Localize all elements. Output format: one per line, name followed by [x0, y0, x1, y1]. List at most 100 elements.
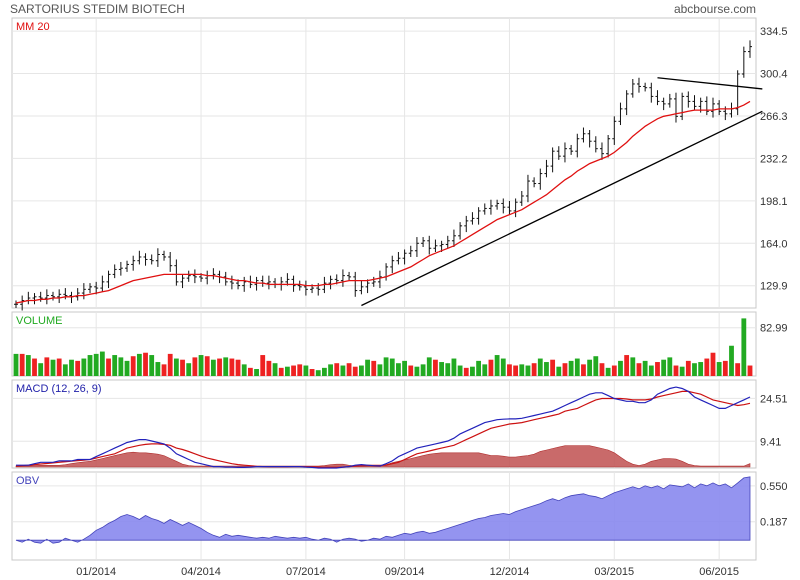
volume-bar [291, 365, 296, 376]
ohlc-bar [168, 251, 173, 272]
volume-bar [223, 357, 229, 376]
volume-bar [593, 356, 599, 376]
volume-bar [537, 358, 543, 376]
price-y-tick-label: 129.9 [760, 281, 788, 293]
volume-bar [278, 367, 284, 376]
volume-bar [328, 364, 333, 376]
volume-bar [62, 364, 68, 376]
volume-bar [112, 355, 118, 376]
volume-bar [488, 359, 494, 376]
ohlc-bar [421, 237, 426, 248]
volume-bar [106, 358, 111, 376]
obv-y-tick-label: 0.550 [760, 481, 788, 493]
ohlc-bar [106, 270, 111, 289]
volume-bar [556, 366, 562, 376]
ohlc-bar [538, 168, 543, 190]
ohlc-bar [748, 40, 752, 58]
volume-bar [630, 357, 636, 376]
obv-area [15, 476, 751, 544]
ohlc-bar [162, 250, 167, 261]
volume-bar [383, 357, 389, 376]
volume-bar [315, 370, 321, 376]
ohlc-bar [192, 269, 197, 284]
volume-bar [192, 357, 198, 376]
ma20-line [15, 100, 751, 304]
volume-bar [309, 369, 315, 376]
ohlc-bar [75, 288, 80, 301]
ohlc-bar [451, 229, 456, 248]
volume-bar [611, 365, 617, 376]
x-tick-label: 12/2014 [490, 566, 530, 578]
ohlc-bar [519, 191, 524, 206]
volume-bar [636, 363, 642, 376]
volume-bar [44, 357, 50, 376]
volume-bar [414, 366, 420, 376]
ohlc-bar [704, 96, 709, 116]
volume-bar [173, 358, 179, 376]
ohlc-bar [94, 281, 99, 295]
ohlc-bar [686, 91, 691, 108]
volume-bar [494, 355, 500, 376]
volume-bar [13, 353, 19, 376]
volume-bar [525, 365, 531, 376]
volume-bar [408, 365, 414, 376]
ohlc-bar [20, 295, 25, 311]
volume-bar [476, 360, 482, 376]
ohlc-bar [100, 275, 105, 292]
volume-label: VOLUME [16, 315, 62, 327]
volume-bar [692, 363, 697, 376]
ohlc-bar [291, 275, 296, 292]
obv-y-tick-label: 0.187 [760, 517, 788, 529]
ohlc-bar [427, 235, 432, 255]
volume-bar [186, 363, 192, 376]
volume-bar [433, 359, 438, 376]
volume-bar [346, 363, 352, 376]
ohlc-bar [495, 199, 500, 210]
volume-bar [266, 360, 272, 376]
ohlc-bar [433, 239, 438, 252]
ohlc-bar [125, 260, 130, 272]
ohlc-bar [390, 255, 395, 274]
ohlc-bar [599, 142, 604, 160]
volume-bar [722, 360, 728, 376]
volume-bar [679, 366, 685, 376]
price-y-tick-label: 266.3 [760, 111, 788, 123]
volume-bar [402, 360, 407, 376]
x-tick-label: 09/2014 [385, 566, 425, 578]
ohlc-bar [359, 280, 364, 295]
volume-bar [352, 366, 358, 376]
ohlc-bar [717, 100, 722, 116]
volume-bar [574, 358, 580, 376]
ohlc-bar [328, 275, 333, 290]
volume-bar [93, 353, 99, 376]
ohlc-bar [131, 255, 136, 271]
ohlc-bar [661, 97, 666, 111]
volume-bar [25, 355, 31, 376]
ohlc-bar [476, 207, 481, 225]
price-y-tick-label: 334.5 [760, 26, 788, 38]
volume-bar [389, 358, 395, 376]
chart-title: SARTORIUS STEDIM BIOTECH [10, 2, 185, 16]
volume-bar [303, 365, 309, 376]
ohlc-bar [667, 93, 672, 108]
volume-bar [81, 358, 87, 376]
ohlc-bar [14, 300, 18, 308]
ohlc-bar [118, 261, 123, 276]
volume-bar [482, 364, 488, 376]
volume-bar [716, 362, 722, 376]
volume-bar [180, 359, 185, 376]
ohlc-bar [174, 259, 179, 286]
volume-bar [210, 359, 216, 376]
ohlc-bar [32, 293, 37, 305]
volume-bar [685, 360, 691, 376]
volume-bar [747, 365, 753, 376]
ohlc-bar [180, 274, 185, 289]
ohlc-bar [408, 245, 413, 257]
volume-bar [500, 358, 506, 376]
volume-bar [445, 363, 451, 376]
volume-bar [544, 362, 549, 376]
ohlc-bar [556, 146, 561, 160]
volume-bar [124, 360, 130, 376]
price-y-tick-label: 300.4 [760, 69, 788, 81]
